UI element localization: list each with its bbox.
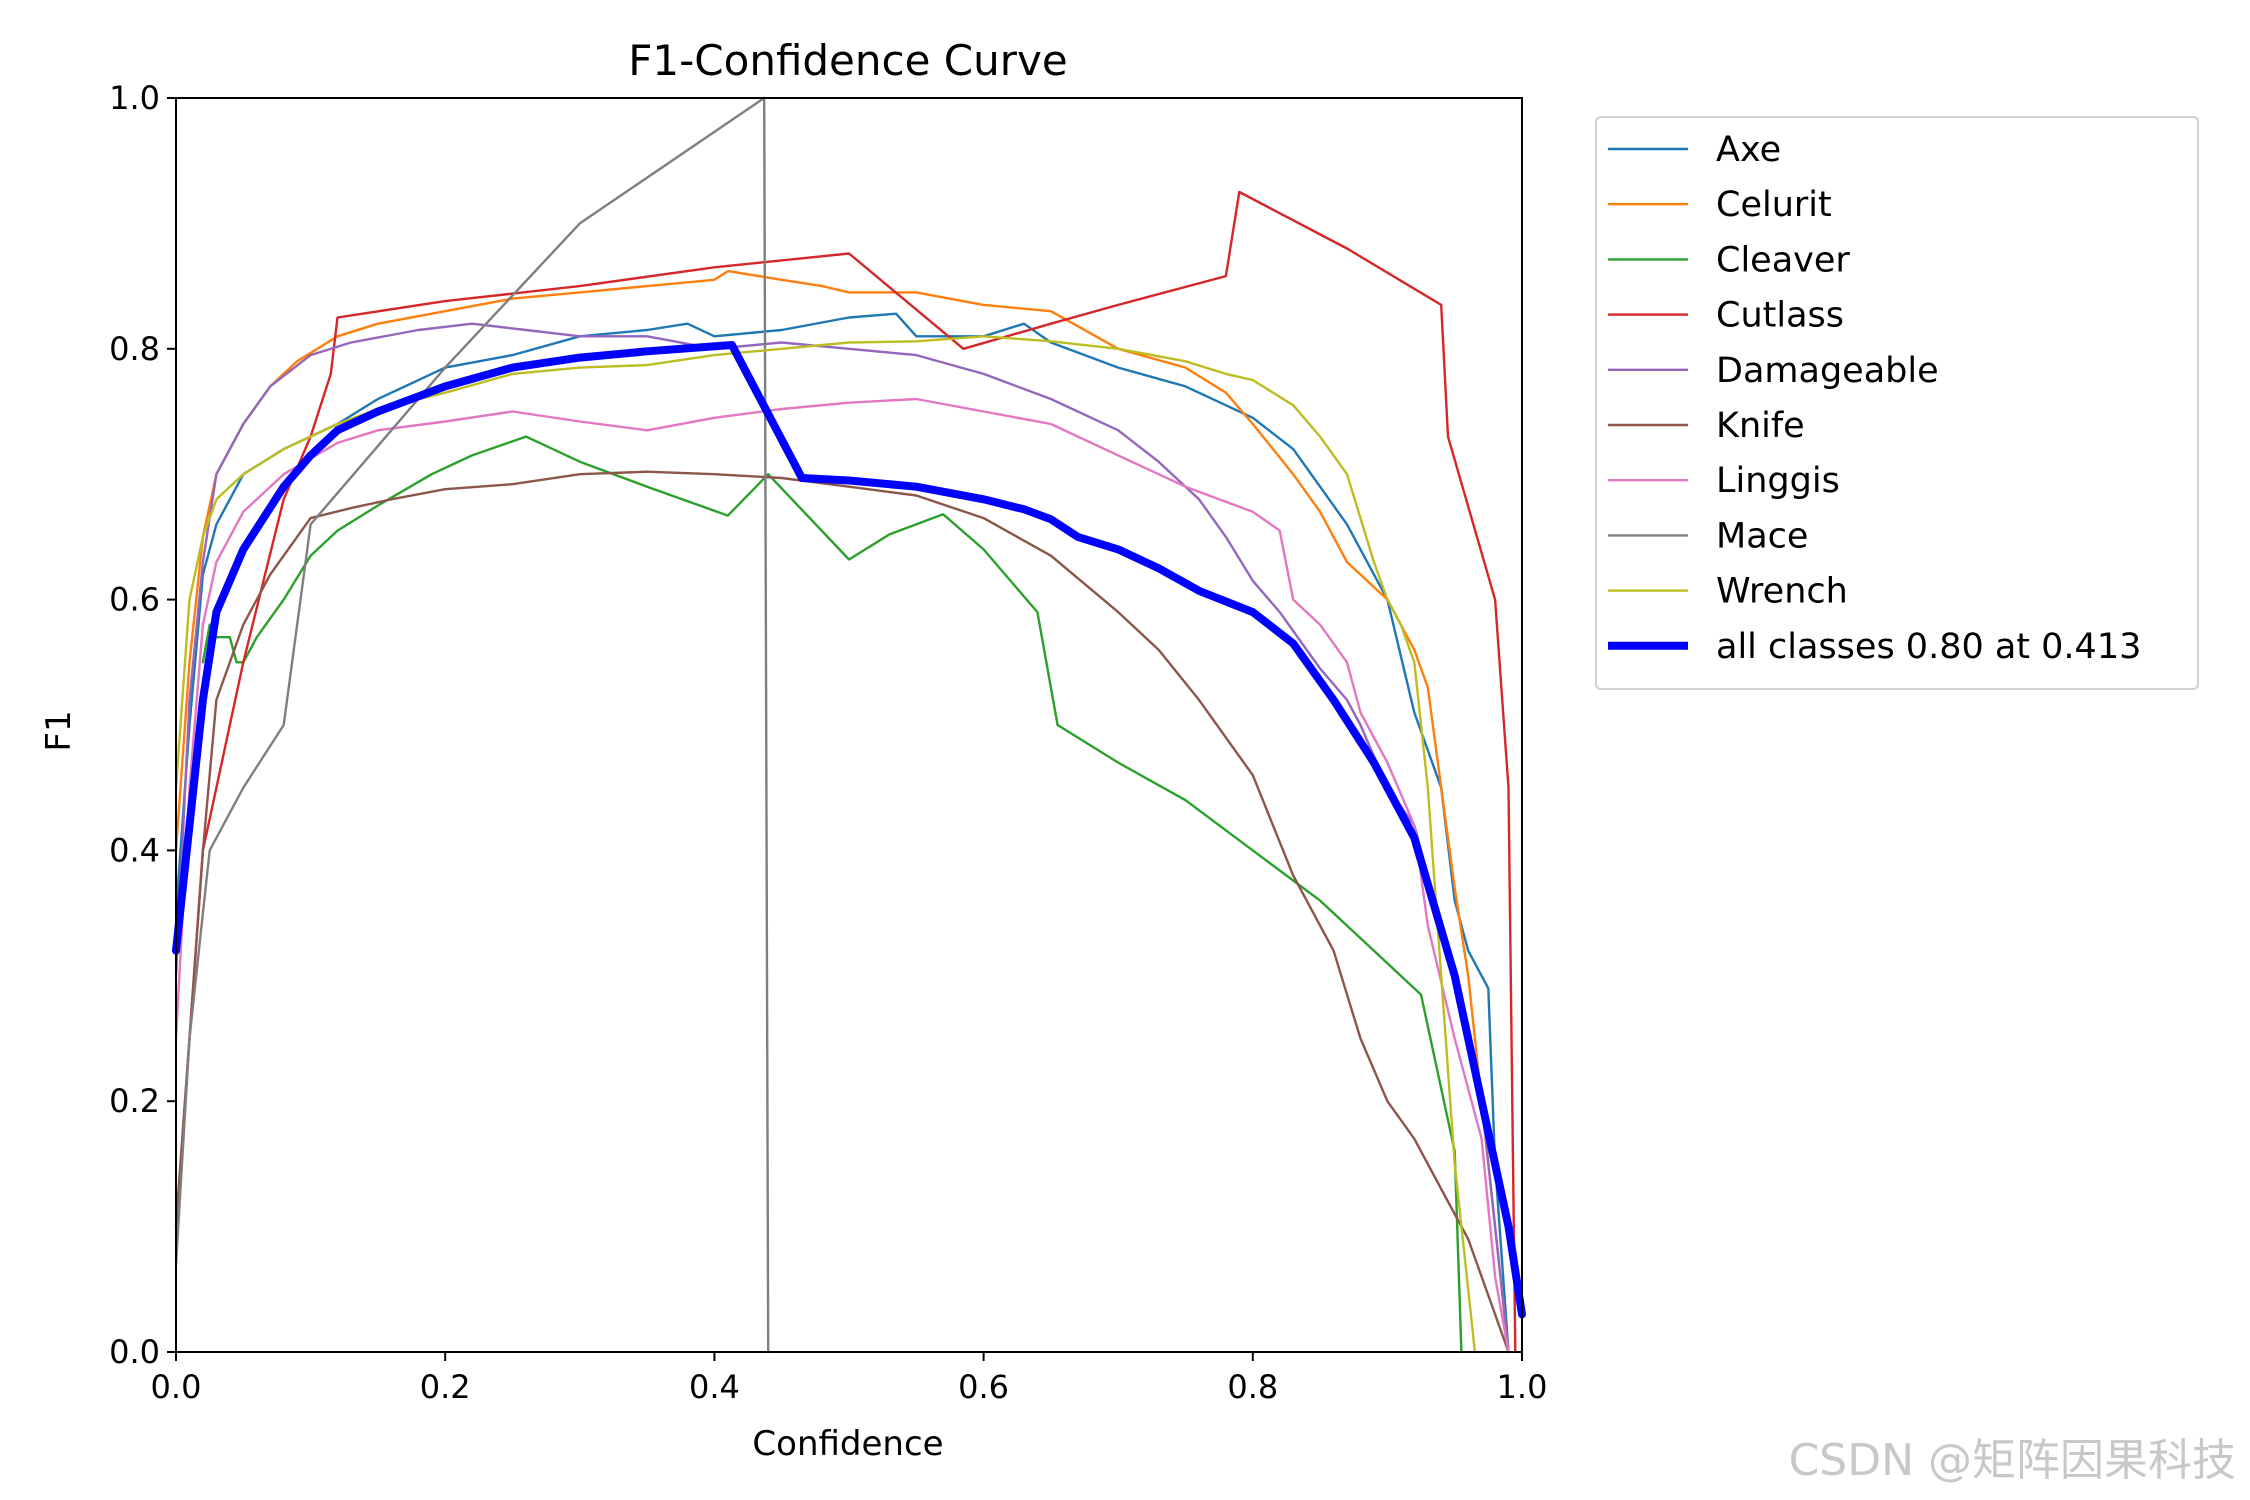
- y-axis-label: F1: [39, 710, 79, 751]
- x-tick-label: 0.6: [958, 1368, 1009, 1406]
- series-line-wrench: [174, 335, 1477, 1354]
- series-line-all-classes-0-80-at-0-413: [172, 341, 1526, 1319]
- x-tick-label: 0.2: [420, 1368, 471, 1406]
- y-tick-label: 0.4: [109, 831, 160, 869]
- y-tick-label: 0.6: [109, 581, 160, 619]
- x-tick-label: 0.0: [151, 1368, 202, 1406]
- legend-label: Cleaver: [1716, 240, 1850, 280]
- series-line-mace: [174, 96, 770, 1354]
- legend-label: Damageable: [1716, 351, 1939, 391]
- y-tick-label: 0.8: [109, 330, 160, 368]
- series-line-knife: [174, 470, 1510, 1354]
- legend-label: Axe: [1716, 130, 1781, 170]
- legend-label: Celurit: [1716, 185, 1832, 225]
- legend-label: Linggis: [1716, 461, 1840, 501]
- legend-box: [1595, 116, 2199, 690]
- chart-title: F1-Confidence Curve: [628, 36, 1067, 85]
- legend-label: Mace: [1716, 516, 1808, 556]
- series-line-cutlass: [174, 190, 1517, 1354]
- legend-label: Cutlass: [1716, 296, 1844, 336]
- legend-label: Knife: [1716, 406, 1805, 446]
- legend: Axe Celurit Cleaver Cutlass Damageable Knife L…: [1595, 116, 2199, 690]
- legend-label: Wrench: [1716, 572, 1848, 612]
- x-tick-label: 0.4: [689, 1368, 740, 1406]
- watermark-text: CSDN @矩阵因果科技: [1788, 1435, 2236, 1486]
- y-tick-label: 0.2: [109, 1082, 160, 1120]
- y-tick-label: 1.0: [109, 79, 160, 117]
- x-tick-label: 0.8: [1227, 1368, 1278, 1406]
- x-tick-label: 1.0: [1497, 1368, 1548, 1406]
- y-tick-label: 0.0: [109, 1333, 160, 1371]
- axis-ticks: 0.0 0.2 0.4 0.6 0.8 1.0 0.0 0.2 0.4 0.6 0.8 1.0: [109, 79, 1547, 1406]
- series-line-celurit: [174, 269, 1510, 1354]
- legend-label: all classes 0.80 at 0.413: [1716, 627, 2141, 667]
- axes-frame: [175, 97, 1523, 1353]
- x-axis-label: Confidence: [752, 1424, 943, 1464]
- series-group: [172, 96, 1526, 1354]
